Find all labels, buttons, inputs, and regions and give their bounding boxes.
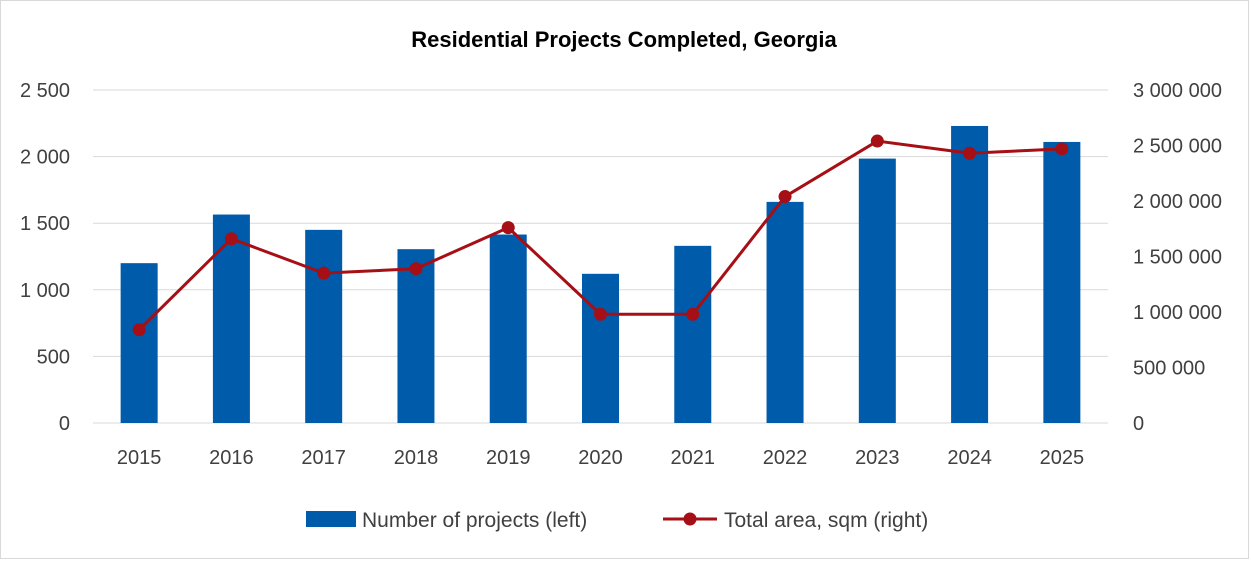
x-tick-label: 2020 xyxy=(578,447,623,469)
left-axis-ticks: 0 500 1 000 1 500 2 000 2 500 xyxy=(20,80,70,435)
bar xyxy=(305,229,343,423)
left-tick-label: 2 000 xyxy=(20,147,70,169)
x-axis-ticks: 2015 2016 2017 2018 2019 2020 2021 2022 2023 2024… xyxy=(117,447,1084,469)
bar xyxy=(1043,141,1081,423)
right-tick-label: 2 000 000 xyxy=(1133,191,1222,213)
bar xyxy=(397,249,435,423)
legend-swatch-marker xyxy=(683,512,697,526)
legend: Number of projects (left) Total area, sq… xyxy=(306,509,928,532)
x-tick-label: 2022 xyxy=(763,447,808,469)
bar xyxy=(120,263,158,423)
x-tick-label: 2019 xyxy=(486,447,531,469)
bar xyxy=(674,245,712,423)
line-point xyxy=(409,262,423,276)
line-point xyxy=(501,221,515,235)
right-axis-ticks: 0 500 000 1 000 000 1 500 000 2 000 000 2 500… xyxy=(1133,80,1222,435)
x-tick-label: 2024 xyxy=(947,447,992,469)
left-tick-label: 2 500 xyxy=(20,80,70,102)
bar xyxy=(582,273,619,423)
right-tick-label: 3 000 000 xyxy=(1133,80,1222,102)
x-tick-label: 2015 xyxy=(117,447,162,469)
left-tick-label: 0 xyxy=(59,413,70,435)
legend-label-bars: Number of projects (left) xyxy=(362,509,587,532)
bar xyxy=(951,125,989,424)
right-tick-label: 1 000 000 xyxy=(1133,302,1222,324)
line-point xyxy=(132,323,146,337)
line-point xyxy=(1055,142,1069,156)
line-point xyxy=(686,307,700,321)
bar xyxy=(858,158,896,423)
line-point xyxy=(594,307,607,321)
left-tick-label: 1 500 xyxy=(20,213,70,235)
bar xyxy=(489,234,527,423)
line-point xyxy=(870,134,884,148)
chart-title: Residential Projects Completed, Georgia xyxy=(411,27,837,52)
gridlines xyxy=(93,89,1108,424)
line-point xyxy=(963,146,977,160)
x-tick-label: 2023 xyxy=(855,447,900,469)
line-series xyxy=(132,134,1069,337)
line-point xyxy=(224,232,238,246)
x-tick-label: 2025 xyxy=(1040,447,1085,469)
x-tick-label: 2017 xyxy=(301,447,346,469)
bar xyxy=(766,201,804,423)
right-tick-label: 2 500 000 xyxy=(1133,136,1222,158)
left-tick-label: 1 000 xyxy=(20,280,70,302)
line-point xyxy=(778,190,792,204)
bar xyxy=(212,214,250,423)
line-point xyxy=(317,266,331,280)
right-tick-label: 500 000 xyxy=(1133,358,1205,380)
legend-swatch-bars xyxy=(306,511,356,527)
right-tick-label: 1 500 000 xyxy=(1133,247,1222,269)
legend-label-line: Total area, sqm (right) xyxy=(724,509,928,532)
bar-series xyxy=(120,125,1081,424)
x-tick-label: 2021 xyxy=(671,447,716,469)
x-tick-label: 2018 xyxy=(394,447,439,469)
left-tick-label: 500 xyxy=(37,346,70,368)
right-tick-label: 0 xyxy=(1133,413,1144,435)
x-tick-label: 2016 xyxy=(209,447,254,469)
